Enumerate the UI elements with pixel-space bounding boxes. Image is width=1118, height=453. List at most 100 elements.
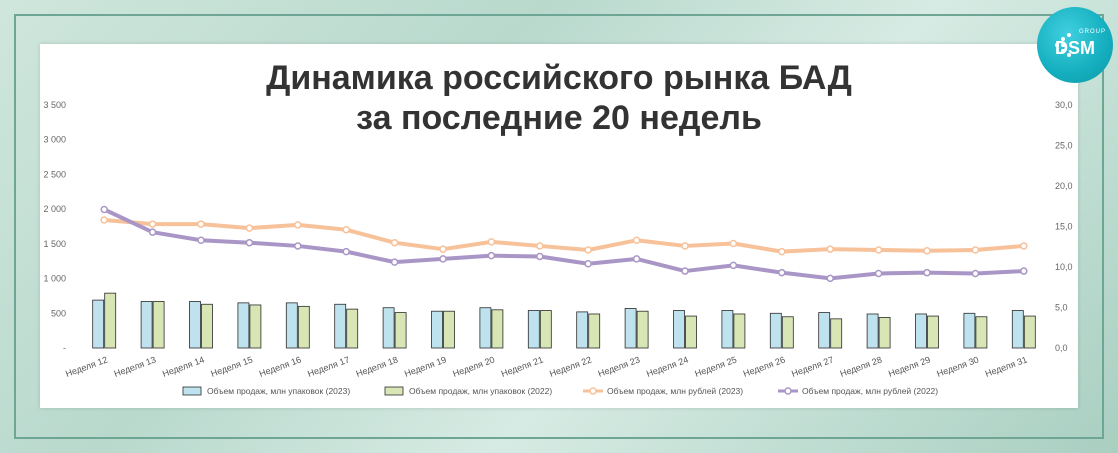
point-2023 [197, 220, 205, 228]
point-2022 [1020, 267, 1028, 275]
point-2022 [439, 255, 447, 263]
y-right-tick-label: 10,0 [1055, 262, 1073, 272]
point-2022 [923, 268, 931, 277]
x-tick-label: Неделя 27 [790, 354, 835, 378]
bar-2022 [297, 305, 310, 349]
bar-2023 [431, 310, 443, 349]
point-2022 [826, 274, 834, 283]
y-left-tick-label: - [63, 343, 66, 353]
x-tick-label: Неделя 17 [306, 354, 351, 378]
point-2022 [729, 261, 738, 270]
point-2022 [971, 269, 980, 278]
logo-text: DSM [1055, 38, 1095, 58]
point-2023 [632, 236, 641, 245]
x-tick-label: Неделя 20 [451, 354, 496, 378]
point-2022 [584, 260, 592, 268]
bar-2023 [334, 303, 347, 349]
x-tick-label: Неделя 13 [113, 354, 158, 378]
bar-2022 [249, 304, 262, 349]
y-right-tick-label: 15,0 [1055, 222, 1073, 232]
bar-2023 [479, 307, 492, 349]
point-2022 [197, 236, 205, 245]
bar-2022 [588, 313, 601, 349]
point-2022 [245, 238, 254, 247]
bar-2023 [866, 313, 879, 349]
legend-label: Объем продаж, млн рублей (2023) [607, 386, 743, 396]
background-frame [14, 14, 1104, 439]
bar-2023 [673, 310, 685, 349]
bar-2022 [491, 309, 504, 349]
line-2023 [104, 218, 1024, 254]
bar-2022 [830, 318, 843, 349]
x-tick-label: Неделя 12 [64, 354, 109, 378]
bar-2023 [1011, 310, 1024, 349]
legend-label: Объем продаж, млн упаковок (2022) [409, 386, 552, 396]
point-2023 [681, 242, 689, 250]
bar-2022 [733, 313, 746, 349]
bar-2023 [624, 308, 637, 349]
point-2023 [294, 221, 302, 229]
y-right-tick-label: 0,0 [1055, 343, 1068, 353]
point-2023 [1020, 242, 1028, 250]
point-2023 [536, 242, 544, 250]
point-2022 [390, 258, 399, 266]
bar-2022 [394, 312, 407, 349]
y-left-tick-label: 1 500 [43, 239, 66, 249]
bar-2023 [721, 310, 734, 349]
bar-2022 [152, 301, 165, 349]
bar-2022 [346, 308, 359, 349]
y-right-tick-label: 20,0 [1055, 181, 1073, 191]
x-tick-label: Неделя 31 [984, 354, 1029, 378]
y-left-tick-label: 2 000 [43, 204, 66, 214]
x-tick-label: Неделя 16 [258, 354, 303, 378]
legend-label: Объем продаж, млн рублей (2022) [802, 386, 938, 396]
bar-2023 [963, 312, 976, 349]
chart-title: Динамика российского рынка БАД за послед… [40, 58, 1078, 138]
bar-2023 [769, 312, 782, 349]
legend-swatch [384, 386, 404, 396]
bar-2022 [975, 316, 988, 349]
bar-2023 [576, 311, 589, 349]
x-tick-label: Неделя 22 [548, 354, 593, 378]
bar-2023 [527, 310, 540, 349]
x-tick-label: Неделя 15 [209, 354, 254, 378]
point-2023 [487, 238, 496, 246]
x-tick-label: Неделя 30 [935, 354, 980, 378]
x-tick-label: Неделя 23 [597, 354, 642, 378]
x-tick-label: Неделя 19 [403, 354, 448, 378]
bar-2023 [237, 302, 250, 349]
point-2022 [294, 242, 302, 250]
logo-dots-icon [1055, 33, 1071, 57]
bar-2022 [685, 315, 697, 349]
x-tick-label: Неделя 21 [500, 354, 545, 378]
x-tick-label: Неделя 24 [645, 354, 690, 378]
bar-2022 [1023, 315, 1036, 349]
bar-2022 [927, 315, 939, 349]
x-tick-label: Неделя 18 [355, 354, 400, 378]
bar-2022 [539, 310, 552, 349]
bar-2022 [636, 310, 649, 349]
point-2022 [632, 255, 641, 263]
point-2023 [584, 246, 592, 254]
point-2023 [729, 239, 738, 248]
x-tick-label: Неделя 28 [839, 354, 884, 378]
point-2022 [342, 247, 350, 256]
point-2023 [778, 247, 786, 256]
point-2023 [342, 225, 350, 234]
point-2023 [390, 238, 399, 247]
point-2023 [874, 246, 883, 254]
legend-marker [784, 387, 792, 395]
y-left-tick-label: 1 000 [43, 274, 66, 284]
y-right-tick-label: 5,0 [1055, 303, 1068, 313]
legend-label: Объем продаж, млн упаковок (2023) [207, 386, 350, 396]
dsm-logo: GROUP DSM [1037, 7, 1113, 83]
legend-marker [589, 387, 597, 395]
point-2023 [923, 247, 931, 255]
bar-2022 [443, 310, 455, 349]
point-2022 [778, 268, 786, 277]
point-2023 [439, 245, 447, 253]
point-2022 [681, 267, 689, 275]
bar-2023 [818, 312, 831, 349]
x-tick-label: Неделя 26 [742, 354, 787, 378]
